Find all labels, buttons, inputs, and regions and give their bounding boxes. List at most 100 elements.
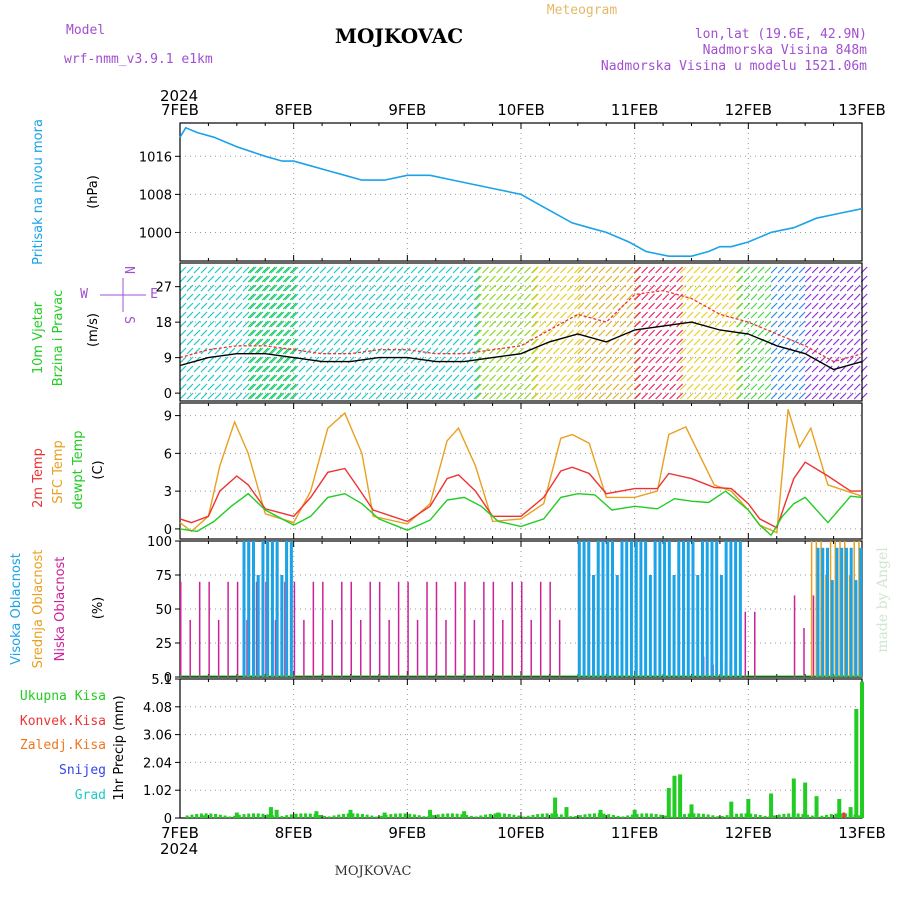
wind-arrow xyxy=(256,284,264,292)
wind-arrow xyxy=(186,266,194,274)
wind-arrow xyxy=(375,338,383,346)
precip-total-bar xyxy=(256,813,260,818)
wind-arrow xyxy=(591,302,599,310)
wind-arrow xyxy=(347,392,355,400)
wind-arrow xyxy=(459,383,467,391)
wind-arrow xyxy=(846,356,854,364)
wind-arrow xyxy=(804,266,812,274)
wind-arrow xyxy=(605,365,613,373)
wind-arrow xyxy=(452,275,460,283)
wind-arrow xyxy=(825,365,833,373)
wind-arrow xyxy=(452,383,460,391)
wind-arrow xyxy=(598,329,606,337)
wind-arrow xyxy=(326,275,334,283)
wind-arrow xyxy=(424,347,432,355)
wind-arrow xyxy=(538,266,546,274)
wind-arrow xyxy=(605,266,613,274)
wind-arrow xyxy=(584,302,592,310)
wind-arrow xyxy=(655,365,663,373)
wind-arrow xyxy=(612,374,620,382)
wind-arrow xyxy=(832,338,840,346)
wind-arrow xyxy=(619,275,627,283)
wind-arrow xyxy=(839,392,847,400)
wind-arrow xyxy=(721,356,729,364)
wind-arrow xyxy=(846,374,854,382)
wind-arrow-band xyxy=(736,266,772,400)
wind-arrow xyxy=(584,266,592,274)
wind-arrow xyxy=(584,356,592,364)
wind-arrow xyxy=(305,284,313,292)
wind-arrow xyxy=(424,284,432,292)
wind-arrow xyxy=(354,392,362,400)
precip-total-bar xyxy=(711,815,715,818)
wind-arrow xyxy=(566,302,574,310)
wind-arrow xyxy=(326,392,334,400)
wind-arrow xyxy=(291,275,299,283)
wind-arrow xyxy=(305,365,313,373)
cloud-mid-bar xyxy=(839,541,841,677)
wind-arrow xyxy=(186,320,194,328)
temp-2m-line xyxy=(179,461,862,529)
wind-arrow xyxy=(179,383,187,391)
wind-arrow xyxy=(662,275,670,283)
wind-arrow xyxy=(770,311,778,319)
wind-arrow xyxy=(791,383,799,391)
wind-arrow xyxy=(375,311,383,319)
wind-arrow xyxy=(619,338,627,346)
precip-total-bar xyxy=(318,814,322,818)
precip-total-bar xyxy=(304,813,308,818)
wind-arrow xyxy=(496,356,503,364)
wind-arrow xyxy=(552,284,560,292)
wind-arrow xyxy=(693,347,701,355)
wind-arrow xyxy=(552,374,560,382)
precip-total-bar xyxy=(234,812,239,818)
wind-arrow xyxy=(839,266,847,274)
wind-arrow xyxy=(249,338,257,346)
wind-arrow xyxy=(410,329,418,337)
wind-arrow xyxy=(573,392,581,400)
wind-arrow xyxy=(193,293,201,301)
precip-total-bar xyxy=(574,816,578,818)
cloud-mid-bar xyxy=(825,575,827,677)
wind-arrow xyxy=(228,347,236,355)
precip-total-bar xyxy=(607,814,611,818)
wind-arrow xyxy=(489,302,496,310)
wind-arrow xyxy=(648,329,656,337)
wind-arrow xyxy=(475,347,482,355)
compass-west: W xyxy=(80,287,88,302)
wind-arrow xyxy=(305,329,313,337)
precip-total-bar xyxy=(242,814,246,818)
wind-arrow xyxy=(686,347,694,355)
wind-arrow xyxy=(298,302,306,310)
wind-arrow xyxy=(298,383,306,391)
wind-arrow xyxy=(496,392,503,400)
wind-arrow xyxy=(214,347,222,355)
wind-arrow xyxy=(679,266,687,274)
wind-arrow xyxy=(728,347,736,355)
wind-arrow xyxy=(846,311,854,319)
wind-arrow xyxy=(818,275,826,283)
wind-arrow xyxy=(417,311,425,319)
wind-arrow xyxy=(179,284,187,292)
wind-arrow xyxy=(277,266,285,274)
wind-arrow xyxy=(375,392,383,400)
wind-arrow xyxy=(319,374,327,382)
wind-arrow xyxy=(676,347,684,355)
cloud-low-bar xyxy=(274,619,277,677)
wind-arrow xyxy=(473,329,481,337)
precip-total-bar xyxy=(228,816,232,818)
wind-arrow xyxy=(282,275,290,283)
wind-arrow xyxy=(291,302,299,310)
wind-arrow xyxy=(707,392,715,400)
precip-total-bar xyxy=(465,814,469,818)
wind-arrow xyxy=(221,356,229,364)
wind-arrow xyxy=(445,293,453,301)
precip-total-bar xyxy=(787,813,791,818)
precip-total-bar xyxy=(370,815,374,818)
wind-arrow xyxy=(261,356,269,364)
wind-arrow xyxy=(559,374,567,382)
cloud-high-bar xyxy=(724,541,728,677)
precip-total-bar xyxy=(398,813,402,818)
wind-arrow xyxy=(207,329,215,337)
wind-arrow xyxy=(361,266,369,274)
